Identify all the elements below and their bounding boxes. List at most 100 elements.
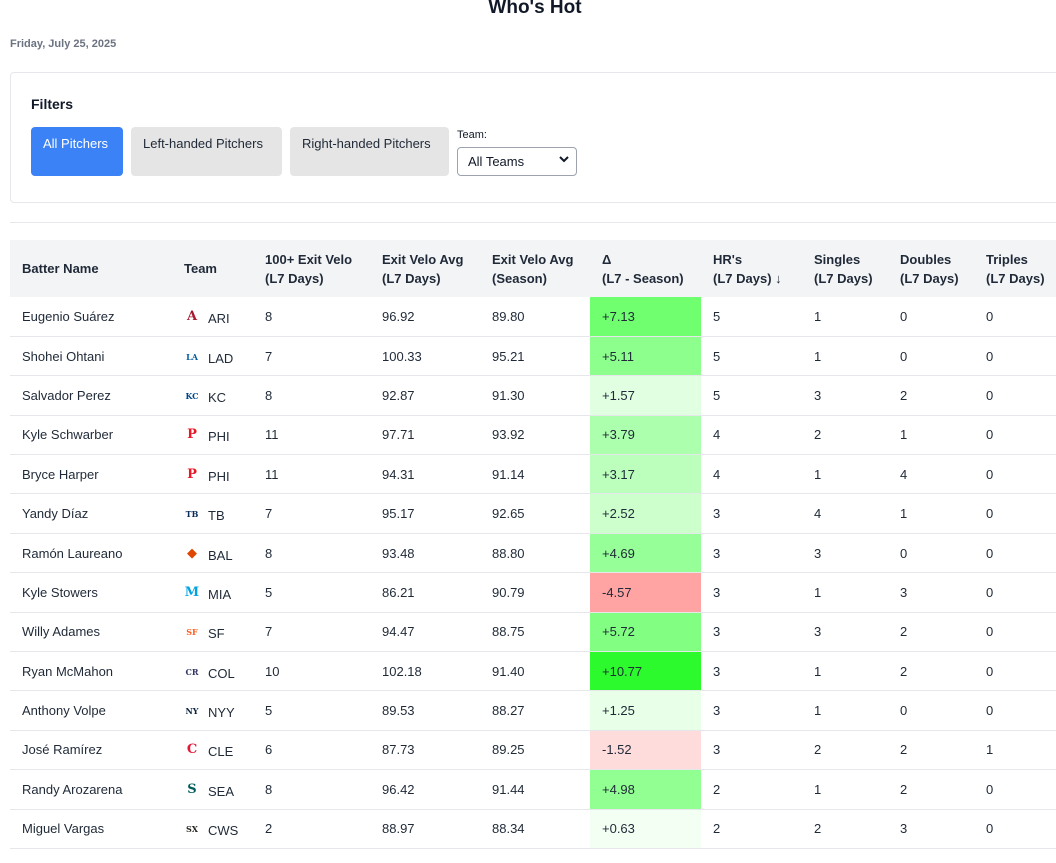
cell-evs: 89.80	[492, 308, 525, 324]
cell-name: Kyle Schwarber	[22, 427, 114, 443]
cell-evl7: 88.97	[382, 821, 415, 837]
cell-triples: 1	[986, 742, 994, 758]
filters-panel: Filters All Pitchers Left-handed Pitcher…	[10, 72, 1056, 203]
cell-name: Shohei Ohtani	[22, 348, 105, 364]
cell-evl7: 96.92	[382, 308, 415, 324]
team-column-cell: P PHI	[172, 415, 253, 454]
cell-hr: 3	[713, 703, 721, 719]
royals-logo: KC	[185, 391, 198, 401]
cell-evl7: 86.21	[382, 584, 415, 600]
header-exit-velo-avg-l7[interactable]: Exit Velo Avg (L7 Days)	[370, 240, 480, 297]
cell-evl7: 87.73	[382, 742, 415, 758]
cell-triples: 0	[986, 506, 994, 522]
chevron-down-icon	[559, 156, 569, 163]
cell-evl7: 94.47	[382, 624, 415, 640]
header-label: Team	[184, 261, 217, 276]
dodgers-logo: LA	[186, 352, 199, 362]
cell-delta: +7.13	[590, 297, 701, 337]
rockies-logo: CR	[185, 667, 198, 677]
team-select[interactable]: All Teams	[457, 147, 577, 176]
header-label: HR's	[713, 251, 743, 267]
cell-doubles: 2	[900, 663, 908, 679]
cell-delta: +5.11	[590, 336, 701, 376]
header-label: Δ	[602, 251, 612, 267]
cell-ev100: 8	[265, 387, 273, 403]
header-delta[interactable]: Δ (L7 - Season)	[590, 240, 701, 297]
cell-doubles: 2	[900, 781, 908, 797]
cell-singles: 1	[814, 703, 822, 719]
team-abbr: CWS	[208, 823, 239, 839]
cell-name: José Ramírez	[22, 742, 103, 758]
header-home-runs[interactable]: HR's (L7 Days) ↓	[701, 240, 802, 297]
header-singles[interactable]: Singles (L7 Days)	[802, 240, 888, 297]
cell-doubles: 1	[900, 506, 908, 522]
cell-evl7: 94.31	[382, 466, 415, 482]
cell-ev100: 8	[265, 781, 273, 797]
stats-table-container: Batter Name Team 100+ Exit Velo (L7 Days) Ex…	[10, 222, 1056, 863]
filters-title: Filters	[31, 96, 74, 112]
cell-singles: 1	[814, 663, 822, 679]
cell-evs: 88.75	[492, 624, 525, 640]
table-row: Eugenio Suárez A ARI 8 96.92 89.80 +7.13 5 1 0 0	[10, 297, 1056, 337]
header-sublabel: (Season)	[492, 269, 578, 288]
cell-hr: 3	[713, 545, 721, 561]
cell-doubles: 0	[900, 703, 908, 719]
header-doubles[interactable]: Doubles (L7 Days)	[888, 240, 974, 297]
cell-evs: 89.25	[492, 742, 525, 758]
cell-singles: 1	[814, 308, 822, 324]
header-batter-name[interactable]: Batter Name	[10, 240, 172, 297]
cell-evl7: 93.48	[382, 545, 415, 561]
cell-evl7: 92.87	[382, 387, 415, 403]
team-select-value: All Teams	[468, 154, 525, 169]
header-triples[interactable]: Triples (L7 Days)	[974, 240, 1056, 297]
right-handed-pitchers-button[interactable]: Right-handed Pitchers	[290, 127, 449, 176]
team-abbr: KC	[208, 389, 227, 405]
cell-evl7: 96.42	[382, 781, 415, 797]
header-exit-velo-100[interactable]: 100+ Exit Velo (L7 Days)	[253, 240, 370, 297]
cell-name: Bryce Harper	[22, 466, 99, 482]
cell-ev100: 2	[265, 821, 273, 837]
cell-singles: 1	[814, 466, 822, 482]
svg-text:SX: SX	[186, 824, 199, 834]
team-column-cell: TB TB	[172, 494, 253, 533]
header-sublabel: (L7 Days) ↓	[713, 269, 790, 288]
team-abbr: TB	[208, 508, 225, 524]
team-column-cell: KC KC	[172, 376, 253, 415]
header-sublabel: (L7 Days)	[986, 269, 1056, 288]
cell-triples: 0	[986, 624, 994, 640]
team-column-cell: ◆ BAL	[172, 533, 253, 572]
cell-name: Willy Adames	[22, 624, 101, 640]
header-label: 100+ Exit Velo	[265, 251, 353, 267]
cell-hr: 4	[713, 427, 721, 443]
svg-text:C: C	[187, 742, 197, 756]
team-abbr: CLE	[208, 744, 234, 760]
header-label: Exit Velo Avg	[382, 251, 464, 267]
table-row: José Ramírez C CLE 6 87.73 89.25 -1.52 3 2 2 1	[10, 730, 1056, 770]
page-title: Who's Hot	[488, 0, 582, 18]
cell-triples: 0	[986, 348, 994, 364]
cell-singles: 1	[814, 584, 822, 600]
svg-text:LA: LA	[186, 352, 199, 362]
table-header-row: Batter Name Team 100+ Exit Velo (L7 Days) Ex…	[10, 240, 1056, 297]
table-row: Anthony Volpe NY NYY 5 89.53 88.27 +1.25 3 1 0 0	[10, 690, 1056, 731]
cell-name: Ramón Laureano	[22, 545, 123, 561]
cell-singles: 1	[814, 348, 822, 364]
cell-delta: +0.63	[590, 809, 701, 849]
table-row: Ryan McMahon CR COL 10 102.18 91.40 +10.77 3 1 2 0	[10, 651, 1056, 691]
cell-delta: +5.72	[590, 612, 701, 652]
header-label: Doubles	[900, 251, 952, 267]
sort-desc-icon: ↓	[775, 270, 782, 286]
cell-ev100: 10	[265, 663, 280, 679]
team-abbr: PHI	[208, 468, 230, 484]
svg-text:P: P	[187, 427, 197, 441]
header-exit-velo-avg-season[interactable]: Exit Velo Avg (Season)	[480, 240, 590, 297]
table-row: Shohei Ohtani LA LAD 7 100.33 95.21 +5.11 5 1 0 0	[10, 336, 1056, 376]
marlins-logo: M	[185, 585, 199, 599]
header-team[interactable]: Team	[172, 240, 253, 297]
all-pitchers-button[interactable]: All Pitchers	[31, 127, 123, 176]
left-handed-pitchers-button[interactable]: Left-handed Pitchers	[131, 127, 282, 176]
cell-delta: -1.52	[590, 730, 701, 770]
white-sox-logo: SX	[186, 824, 199, 834]
cell-hr: 5	[713, 308, 721, 324]
svg-text:CR: CR	[185, 667, 198, 677]
